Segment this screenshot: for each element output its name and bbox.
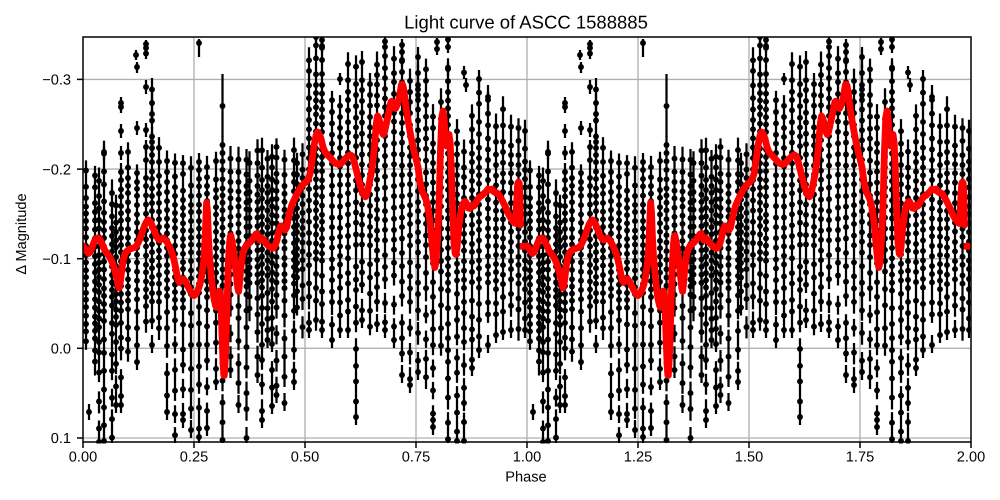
- svg-text:0.1: 0.1: [51, 431, 71, 447]
- svg-text:0.75: 0.75: [402, 449, 430, 465]
- svg-text:0.00: 0.00: [69, 449, 97, 465]
- svg-text:1.50: 1.50: [735, 449, 763, 465]
- svg-text:Light curve of ASCC 1588885: Light curve of ASCC 1588885: [404, 12, 648, 33]
- svg-text:1.25: 1.25: [624, 449, 652, 465]
- svg-text:1.00: 1.00: [513, 449, 541, 465]
- svg-text:0.25: 0.25: [180, 449, 208, 465]
- svg-text:1.75: 1.75: [846, 449, 874, 465]
- svg-text:0.0: 0.0: [51, 342, 71, 358]
- svg-text:0.50: 0.50: [291, 449, 319, 465]
- svg-text:−0.3: −0.3: [42, 73, 71, 89]
- svg-text:−0.2: −0.2: [42, 162, 71, 178]
- svg-text:Δ Magnitude: Δ Magnitude: [14, 193, 30, 274]
- svg-text:−0.1: −0.1: [42, 252, 71, 268]
- svg-text:2.00: 2.00: [957, 449, 985, 465]
- svg-text:Phase: Phase: [505, 470, 546, 486]
